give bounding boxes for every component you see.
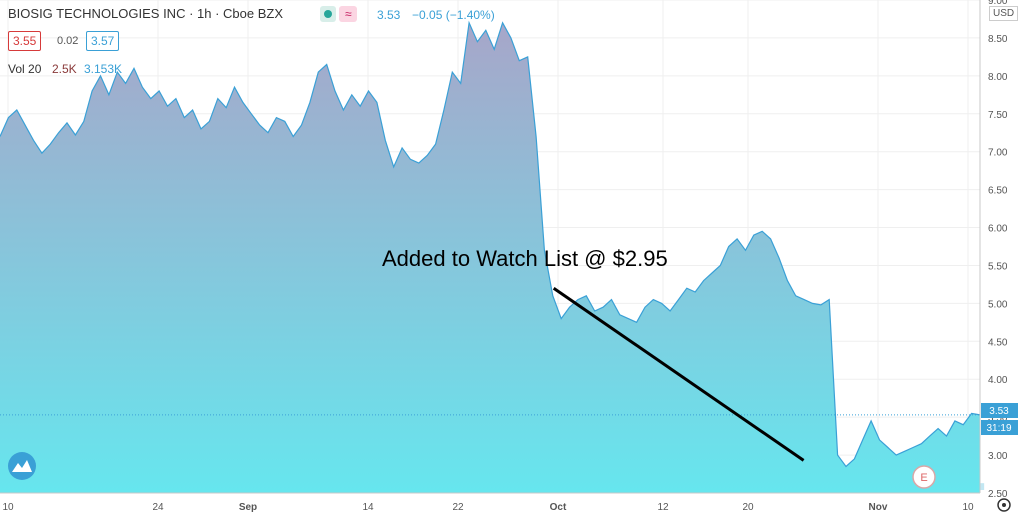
- symbol-title[interactable]: BIOSIG TECHNOLOGIES INC · 1h · Cboe BZX: [8, 6, 283, 21]
- x-tick-label: Sep: [239, 502, 257, 513]
- tradingview-logo-icon[interactable]: [8, 452, 36, 480]
- y-tick-label: 2.50: [988, 489, 1008, 500]
- volume-value-2: 3.153K: [84, 62, 123, 76]
- price-tag-price: 3.53: [989, 406, 1009, 417]
- price-tag: 3.53 31:19: [981, 403, 1018, 435]
- x-tick-label: Nov: [869, 502, 888, 513]
- y-tick-label: 7.50: [988, 110, 1008, 121]
- price-tag-bg: [981, 403, 1018, 418]
- earnings-marker-label: E: [920, 472, 927, 484]
- currency-label[interactable]: USD: [989, 6, 1019, 21]
- y-tick-label: 4.00: [988, 375, 1008, 386]
- y-tick-label: 7.00: [988, 148, 1008, 159]
- x-tick-label: 22: [452, 502, 464, 513]
- status-indicators[interactable]: ≈: [320, 6, 358, 22]
- x-tick-label: 12: [657, 502, 669, 513]
- x-tick-label: 14: [362, 502, 374, 513]
- y-tick-label: 8.50: [988, 34, 1008, 45]
- ask-button[interactable]: 3.57: [86, 31, 120, 51]
- volume-label[interactable]: Vol 20: [8, 62, 42, 76]
- earnings-marker[interactable]: E: [912, 465, 936, 489]
- volume-value-1: 2.5K: [52, 62, 77, 76]
- x-tick-label: 24: [152, 502, 164, 513]
- y-tick-label: 3.50: [988, 413, 1008, 424]
- x-tick-label: 20: [742, 502, 754, 513]
- price-tag-countdown: 31:19: [986, 423, 1011, 434]
- market-status-icon[interactable]: [320, 6, 336, 22]
- annotation-line: [552, 286, 805, 462]
- y-tick-label: 6.50: [988, 186, 1008, 197]
- y-tick-label: 6.00: [988, 224, 1008, 235]
- price-axis[interactable]: 2.50 3.00 3.50 4.00 4.50 5.00 5.50 6.00 6.50 7.00…: [988, 0, 1008, 500]
- bid-button[interactable]: 3.55: [8, 31, 42, 51]
- x-tick-label: Oct: [550, 502, 567, 513]
- wave-icon[interactable]: ≈: [339, 6, 358, 22]
- last-price: 3.53: [377, 8, 401, 22]
- y-tick-label: 5.50: [988, 261, 1008, 272]
- x-tick-label: 10: [2, 502, 14, 513]
- price-tag-countdown-bg: [981, 420, 1018, 435]
- y-tick-label: 8.00: [988, 72, 1008, 83]
- y-tick-label: 3.00: [988, 451, 1008, 462]
- settings-gear-icon[interactable]: [997, 498, 1011, 512]
- price-line: [0, 20, 981, 468]
- y-tick-label: 4.50: [988, 337, 1008, 348]
- spread-value: 0.02: [57, 35, 79, 47]
- annotation-text: Added to Watch List @ $2.95: [382, 246, 668, 271]
- price-area: [0, 22, 980, 494]
- time-axis[interactable]: 10 24 Sep 14 22 Oct 12 20 Nov 10: [2, 502, 974, 513]
- y-tick-label: 5.00: [988, 299, 1008, 310]
- x-tick-label: 10: [962, 502, 974, 513]
- price-change: −0.05 (−1.40%): [412, 8, 495, 22]
- y-tick-label: 9.00: [988, 0, 1008, 7]
